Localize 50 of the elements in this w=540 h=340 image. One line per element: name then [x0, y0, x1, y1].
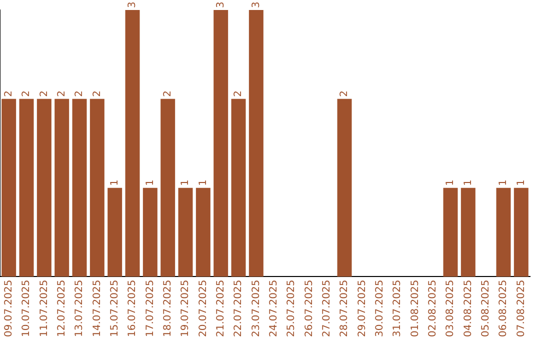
x-tick-label: 23.07.2025 — [250, 280, 262, 338]
x-tick-label: 28.07.2025 — [339, 280, 350, 338]
data-label: 2 — [74, 90, 86, 97]
x-tick-label: 12.07.2025 — [56, 280, 68, 338]
data-label: 1 — [516, 179, 527, 186]
x-tick-label: 30.07.2025 — [374, 280, 386, 338]
x-tick-label: 09.07.2025 — [3, 280, 14, 338]
data-label: 2 — [233, 90, 244, 97]
x-tick-label: 11.07.2025 — [38, 280, 50, 338]
data-label: 2 — [162, 90, 174, 97]
data-label: 2 — [56, 90, 68, 97]
data-label: 1 — [498, 179, 510, 186]
data-label: 2 — [92, 90, 103, 97]
data-label: 3 — [127, 2, 138, 8]
x-tick-label: 17.07.2025 — [144, 280, 156, 338]
x-tick-label: 13.07.2025 — [74, 280, 86, 338]
data-label: 2 — [3, 90, 14, 97]
x-tick-label: 01.08.2025 — [410, 280, 421, 338]
x-tick-label: 15.07.2025 — [109, 280, 120, 338]
x-tick-label: 10.07.2025 — [21, 280, 32, 338]
x-tick-label: 24.07.2025 — [268, 280, 280, 338]
x-tick-label: 21.07.2025 — [215, 280, 226, 338]
x-tick-label: 19.07.2025 — [180, 280, 192, 338]
x-tick-label: 05.08.2025 — [480, 280, 492, 338]
data-label: 1 — [180, 179, 192, 186]
x-tick-label: 22.07.2025 — [233, 280, 244, 338]
data-label: 1 — [462, 179, 474, 186]
data-label: 3 — [250, 2, 262, 8]
x-tick-label: 26.07.2025 — [304, 280, 315, 338]
x-tick-label: 02.08.2025 — [427, 280, 438, 338]
x-tick-label: 16.07.2025 — [127, 280, 138, 338]
data-label: 1 — [445, 179, 456, 186]
x-tick-label: 03.08.2025 — [445, 280, 456, 338]
x-tick-label: 14.07.2025 — [92, 280, 103, 338]
data-label: 2 — [21, 90, 32, 97]
data-label: 1 — [198, 179, 209, 186]
x-tick-label: 29.07.2025 — [356, 280, 368, 338]
data-label: 1 — [144, 179, 156, 186]
data-label: 3 — [215, 2, 226, 8]
data-label: 1 — [109, 179, 120, 186]
x-tick-label: 04.08.2025 — [462, 280, 474, 338]
x-tick-label: 25.07.2025 — [286, 280, 298, 338]
data-label: 2 — [339, 90, 350, 97]
data-label: 2 — [38, 90, 50, 97]
x-tick-label: 18.07.2025 — [162, 280, 174, 338]
x-tick-label: 07.08.2025 — [516, 280, 527, 338]
x-tick-label: 20.07.2025 — [198, 280, 209, 338]
x-tick-label: 27.07.2025 — [321, 280, 332, 338]
x-tick-label: 31.07.2025 — [392, 280, 404, 338]
x-tick-label: 06.08.2025 — [498, 280, 510, 338]
